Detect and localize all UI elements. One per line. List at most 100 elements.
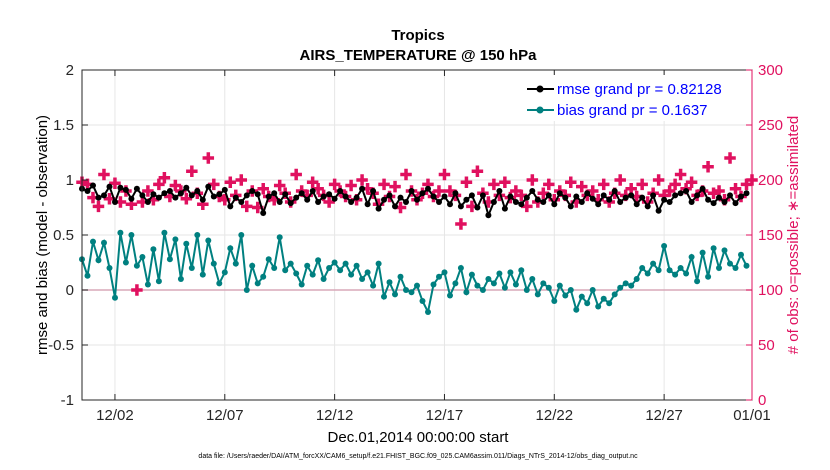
- bias-point: [688, 254, 695, 260]
- obs-assimilated-marker: [537, 187, 550, 199]
- obs-assimilated-marker: [312, 183, 324, 195]
- rmse-point: [430, 193, 437, 200]
- rmse-point: [221, 186, 228, 193]
- bias-point: [699, 249, 706, 256]
- obs-assimilated-marker: [92, 200, 105, 213]
- obs-assimilated-marker: [614, 174, 626, 186]
- rmse-point: [562, 194, 569, 201]
- rmse-point: [732, 200, 739, 207]
- rmse-point: [633, 201, 640, 208]
- bias-point: [633, 276, 640, 282]
- obs-assimilated-marker: [466, 200, 478, 213]
- bias-point: [90, 238, 96, 245]
- rmse-point: [727, 192, 733, 199]
- rmse-point: [106, 183, 113, 190]
- rmse-point: [315, 199, 322, 205]
- obs-assimilated-marker: [306, 176, 319, 188]
- rmse-point: [655, 207, 662, 214]
- bias-point: [732, 265, 739, 271]
- obs-assimilated-marker: [186, 165, 198, 177]
- bias-point: [672, 271, 679, 278]
- obs-assimilated-marker: [323, 196, 335, 208]
- obs-assimilated-marker: [81, 178, 94, 191]
- rmse-point: [95, 194, 102, 201]
- bias-point: [425, 309, 431, 315]
- rmse-point: [425, 185, 431, 192]
- obs-assimilated-marker: [389, 180, 401, 193]
- rmse-point: [112, 199, 118, 205]
- bias-point: [485, 276, 492, 282]
- rmse-point: [650, 192, 657, 199]
- obs-assimilated-marker: [488, 178, 500, 191]
- bias-point: [677, 265, 684, 271]
- bias-point: [721, 247, 728, 254]
- bias-point: [474, 282, 481, 289]
- bias-point: [551, 298, 558, 304]
- rmse-point: [144, 199, 151, 205]
- bias-point: [298, 281, 305, 288]
- rmse-point: [639, 194, 646, 201]
- bias-point: [183, 240, 190, 247]
- bias-point: [419, 298, 426, 304]
- rmse-point: [101, 192, 107, 199]
- rmse-point: [166, 188, 173, 194]
- bias-point: [556, 282, 563, 289]
- x-tick-label: 12/12: [316, 407, 354, 424]
- bias-point: [452, 280, 459, 287]
- obs-assimilated-marker: [460, 176, 473, 188]
- bias-point: [271, 265, 278, 271]
- rmse-point: [238, 199, 245, 205]
- rmse-point: [545, 192, 552, 199]
- bias-point: [166, 256, 173, 263]
- obs-assimilated-marker: [208, 178, 220, 191]
- bias-point: [573, 306, 580, 313]
- y-left-tick-label: 1.5: [53, 117, 74, 134]
- bias-point: [628, 282, 635, 289]
- bias-point: [309, 271, 316, 278]
- obs-assimilated-marker: [394, 201, 407, 214]
- bias-point: [463, 289, 470, 296]
- rmse-point: [452, 190, 459, 197]
- bias-point: [188, 265, 195, 271]
- bias-point: [507, 269, 514, 276]
- rmse-point: [271, 190, 278, 197]
- bias-point: [276, 234, 283, 241]
- bias-point: [139, 254, 146, 260]
- bias-point: [584, 300, 591, 307]
- rmse-point: [705, 196, 712, 203]
- bias-point: [606, 300, 613, 307]
- rmse-point: [622, 194, 629, 201]
- obs-assimilated-marker: [636, 178, 648, 191]
- bias-point: [342, 260, 349, 267]
- bias-point: [287, 260, 294, 267]
- rmse-point: [392, 203, 398, 210]
- rmse-point: [441, 193, 448, 200]
- bias-point: [529, 276, 536, 282]
- rmse-point: [227, 203, 234, 210]
- y-left-tick-label: 0.5: [53, 227, 74, 244]
- bias-point: [260, 273, 267, 280]
- rmse-point: [628, 192, 635, 199]
- bias-point: [144, 281, 151, 288]
- x-tick-label: 01/01: [733, 407, 771, 424]
- bias-point: [122, 259, 129, 266]
- rmse-point: [183, 184, 190, 191]
- legend-bias-label: bias grand pr = 0.1637: [557, 102, 708, 119]
- bias-point: [617, 284, 624, 291]
- obs-assimilated-marker: [597, 178, 610, 191]
- obs-assimilated-marker: [674, 168, 687, 181]
- rmse-point: [606, 196, 613, 203]
- rmse-point: [595, 201, 602, 208]
- rmse-point: [210, 193, 217, 200]
- rmse-point: [370, 188, 377, 194]
- rmse-point: [375, 205, 382, 212]
- obs-assimilated-marker: [169, 179, 182, 192]
- rmse-point: [529, 188, 536, 194]
- obs-assimilated-marker: [652, 174, 665, 186]
- bias-point: [611, 291, 618, 298]
- rmse-point: [501, 205, 508, 212]
- bias-point: [348, 271, 355, 278]
- bias-point: [408, 289, 415, 296]
- obs-assimilated-marker: [433, 185, 445, 197]
